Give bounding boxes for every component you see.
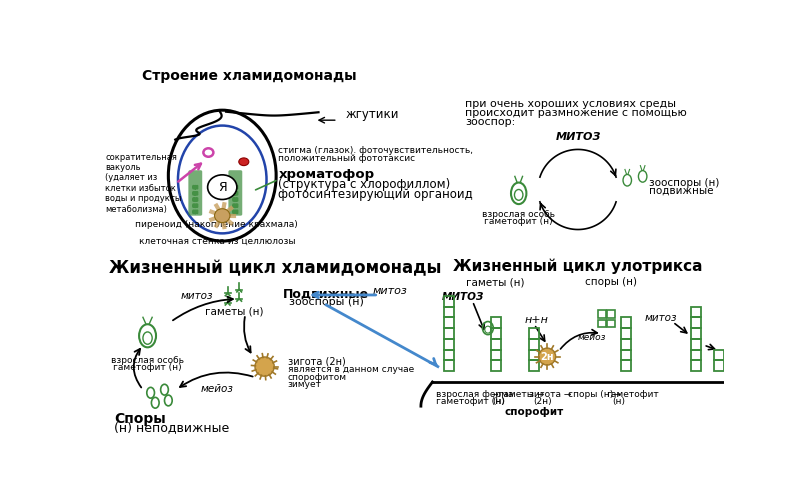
Bar [445, 360, 454, 371]
Bar [445, 328, 454, 339]
Text: подвижные: подвижные [649, 186, 713, 196]
Text: гаметофит (н): гаметофит (н) [436, 397, 504, 406]
Bar [714, 350, 724, 360]
Text: мейоз: мейоз [200, 384, 233, 393]
Bar [598, 320, 606, 327]
Bar [691, 350, 700, 360]
Bar [621, 350, 632, 360]
Bar [621, 360, 632, 371]
Bar [491, 350, 500, 360]
Ellipse shape [255, 357, 274, 376]
Bar [621, 339, 632, 350]
Bar [445, 350, 454, 360]
Text: МИТОЗ: МИТОЗ [555, 132, 600, 142]
Text: споры (н): споры (н) [585, 277, 637, 287]
Text: взрослая особь: взрослая особь [111, 356, 184, 365]
Text: →гаметы →: →гаметы → [491, 390, 544, 399]
Text: взрослая форма: взрослая форма [436, 390, 513, 399]
Text: 2н: 2н [541, 352, 554, 362]
Bar [621, 328, 632, 339]
Ellipse shape [207, 175, 237, 199]
Bar [691, 307, 700, 317]
Bar [607, 320, 615, 327]
Text: гаметофит (н): гаметофит (н) [484, 217, 553, 226]
Text: жгутики: жгутики [345, 108, 399, 121]
Bar [691, 317, 700, 328]
Text: зигота →: зигота → [529, 390, 572, 399]
Text: (н) неподвижные: (н) неподвижные [115, 421, 230, 434]
Text: гаметофит (н): гаметофит (н) [113, 363, 182, 372]
Text: Жизненный цикл улотрикса: Жизненный цикл улотрикса [454, 259, 703, 274]
Bar [621, 317, 632, 328]
Text: фотосинтезирующий органоид: фотосинтезирующий органоид [278, 188, 473, 201]
Ellipse shape [539, 348, 556, 365]
Text: зимует: зимует [287, 380, 322, 389]
Text: зооспор:: зооспор: [465, 117, 515, 127]
Text: гаметофит: гаметофит [607, 390, 659, 399]
Bar [445, 307, 454, 317]
Text: Жизненный цикл хламидомонады: Жизненный цикл хламидомонады [109, 259, 441, 277]
Text: стигма (глазок). фоточувствительность,: стигма (глазок). фоточувствительность, [278, 146, 474, 155]
Text: положительный фототаксис: положительный фототаксис [278, 154, 416, 163]
Text: митоз: митоз [373, 286, 408, 296]
Text: митоз: митоз [645, 313, 677, 323]
Text: спорофит: спорофит [504, 407, 564, 417]
Text: гаметы (н): гаметы (н) [466, 277, 525, 287]
Bar [491, 360, 500, 371]
Text: МИТОЗ: МИТОЗ [442, 292, 484, 302]
Text: зигота (2н): зигота (2н) [287, 357, 345, 367]
Text: зооспоры (н): зооспоры (н) [649, 177, 719, 187]
Text: мейоз: мейоз [578, 333, 606, 342]
Text: клеточная стенка из целлюлозы: клеточная стенка из целлюлозы [139, 237, 295, 246]
Text: Я: Я [218, 181, 227, 194]
Text: (2н): (2н) [533, 397, 552, 406]
Text: происходит размножение с помощью: происходит размножение с помощью [465, 108, 687, 118]
Bar [445, 339, 454, 350]
Text: Строение хламидомонады: Строение хламидомонады [142, 69, 357, 83]
Bar [529, 360, 539, 371]
Text: Споры: Споры [115, 412, 166, 426]
Text: Подвижные: Подвижные [283, 287, 370, 300]
Text: является в данном случае: является в данном случае [287, 365, 414, 374]
Bar [607, 311, 615, 318]
Bar [445, 317, 454, 328]
Text: (структура с хлорофиллом): (структура с хлорофиллом) [278, 178, 450, 191]
Bar [445, 296, 454, 307]
Bar [691, 339, 700, 350]
Text: (н): (н) [492, 397, 505, 406]
Bar [491, 328, 500, 339]
Ellipse shape [239, 158, 249, 166]
Text: при очень хороших условиях среды: при очень хороших условиях среды [465, 99, 675, 109]
Bar [691, 328, 700, 339]
Text: пиреноид (накопление крахмала): пиреноид (накопление крахмала) [136, 220, 299, 229]
Text: сократительная
вакуоль
(удаляет из
клетки избыток
воды и продукты
метаболизма): сократительная вакуоль (удаляет из клетк… [105, 152, 182, 213]
Text: гаметы (н): гаметы (н) [204, 307, 263, 317]
Text: спорофитом: спорофитом [287, 373, 347, 382]
Bar [529, 328, 539, 339]
Bar [714, 360, 724, 371]
Bar [529, 339, 539, 350]
Ellipse shape [215, 209, 230, 222]
Text: споры (н)→: споры (н)→ [568, 390, 621, 399]
FancyBboxPatch shape [188, 170, 203, 215]
Text: (н): (н) [613, 397, 625, 406]
Text: н+н: н+н [525, 316, 549, 325]
Text: взрослая особь: взрослая особь [483, 210, 555, 219]
Bar [691, 360, 700, 371]
Text: митоз: митоз [181, 291, 213, 301]
Bar [529, 350, 539, 360]
Bar [598, 311, 606, 318]
Text: хроматофор: хроматофор [278, 168, 374, 181]
Text: зооспоры (н): зооспоры (н) [289, 297, 364, 307]
Bar [491, 317, 500, 328]
Bar [491, 339, 500, 350]
FancyBboxPatch shape [228, 170, 242, 215]
